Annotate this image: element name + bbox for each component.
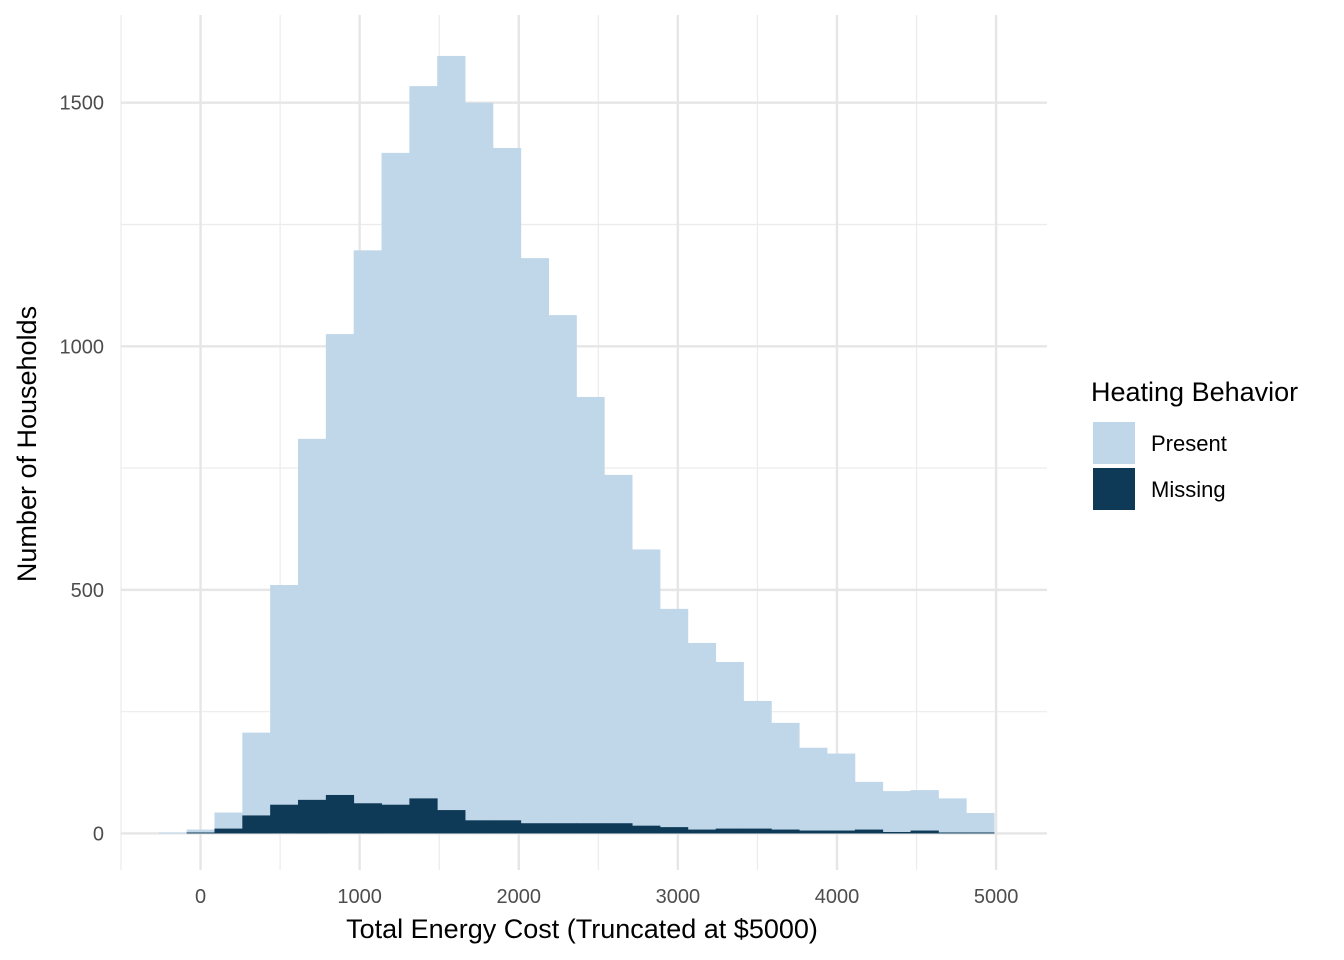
missing-bar <box>325 794 355 834</box>
present-bar <box>158 832 188 834</box>
present-bar <box>437 55 466 834</box>
present-bar <box>854 781 884 834</box>
present-bar <box>966 813 995 834</box>
present-bars <box>158 55 995 834</box>
x-tick-label: 4000 <box>815 886 860 908</box>
y-axis-tick-labels: 0 500 1000 1500 <box>60 93 105 846</box>
missing-bar <box>492 820 522 834</box>
present-bar <box>659 608 689 834</box>
x-tick-label: 5000 <box>974 886 1019 908</box>
missing-bar <box>520 823 549 834</box>
legend-title: Heating Behavior <box>1091 377 1298 407</box>
missing-bar <box>604 823 633 834</box>
x-axis-title: Total Energy Cost (Truncated at $5000) <box>346 914 818 944</box>
legend: Heating Behavior Present Missing <box>1091 377 1298 510</box>
missing-bar <box>799 830 828 834</box>
present-bar <box>492 148 522 834</box>
present-bar <box>632 549 661 834</box>
x-tick-label: 0 <box>195 886 206 908</box>
missing-bar <box>270 804 299 834</box>
x-tick-label: 1000 <box>337 886 382 908</box>
present-bar <box>604 474 633 834</box>
missing-bar <box>743 828 772 834</box>
missing-bar <box>298 799 327 834</box>
present-bar <box>882 791 911 834</box>
present-bar <box>548 315 577 834</box>
missing-bar <box>910 830 939 834</box>
present-bar <box>827 753 856 834</box>
missing-bar <box>353 803 382 834</box>
missing-bar <box>938 832 967 834</box>
present-bar <box>270 585 299 834</box>
legend-key-present <box>1093 422 1135 464</box>
x-tick-label: 2000 <box>497 886 542 908</box>
missing-bar <box>576 823 605 834</box>
present-bar <box>715 661 744 834</box>
x-tick-label: 3000 <box>656 886 701 908</box>
present-bar <box>743 700 772 834</box>
missing-bar <box>687 829 717 834</box>
y-tick-label: 500 <box>71 580 104 602</box>
legend-label-present: Present <box>1151 431 1227 456</box>
x-axis-tick-labels: 0 1000 2000 3000 4000 5000 <box>195 886 1018 908</box>
y-tick-label: 1000 <box>60 336 105 358</box>
missing-bar <box>186 832 215 834</box>
present-bar <box>214 812 243 834</box>
missing-bar <box>409 798 438 834</box>
missing-bar <box>882 832 911 834</box>
present-bar <box>799 747 828 834</box>
missing-bar <box>242 815 271 834</box>
missing-bar <box>437 810 466 834</box>
missing-bar <box>715 828 744 834</box>
present-bar <box>325 334 355 834</box>
present-bar <box>576 396 605 834</box>
present-bar <box>910 790 939 834</box>
present-bar <box>771 722 800 834</box>
missing-bar <box>548 823 577 834</box>
present-bar <box>465 102 494 834</box>
present-bar <box>520 258 549 834</box>
y-axis-title: Number of Households <box>12 306 42 582</box>
y-tick-label: 0 <box>93 823 104 845</box>
present-bar <box>381 152 410 834</box>
missing-bar <box>966 832 995 834</box>
legend-key-missing <box>1093 468 1135 510</box>
missing-bar <box>381 804 410 834</box>
missing-bar <box>771 829 800 834</box>
present-bar <box>938 798 967 834</box>
present-bar <box>186 829 215 834</box>
missing-bars <box>186 794 995 834</box>
y-tick-label: 1500 <box>60 93 105 115</box>
missing-bar <box>854 829 884 834</box>
missing-bar <box>214 828 243 834</box>
present-bar <box>353 250 382 834</box>
missing-bar <box>465 820 494 834</box>
missing-bar <box>827 830 856 834</box>
legend-label-missing: Missing <box>1151 477 1226 502</box>
present-bar <box>687 642 717 834</box>
present-bar <box>409 86 438 834</box>
missing-bar <box>632 825 661 834</box>
present-bar <box>298 438 327 834</box>
missing-bar <box>659 827 689 834</box>
